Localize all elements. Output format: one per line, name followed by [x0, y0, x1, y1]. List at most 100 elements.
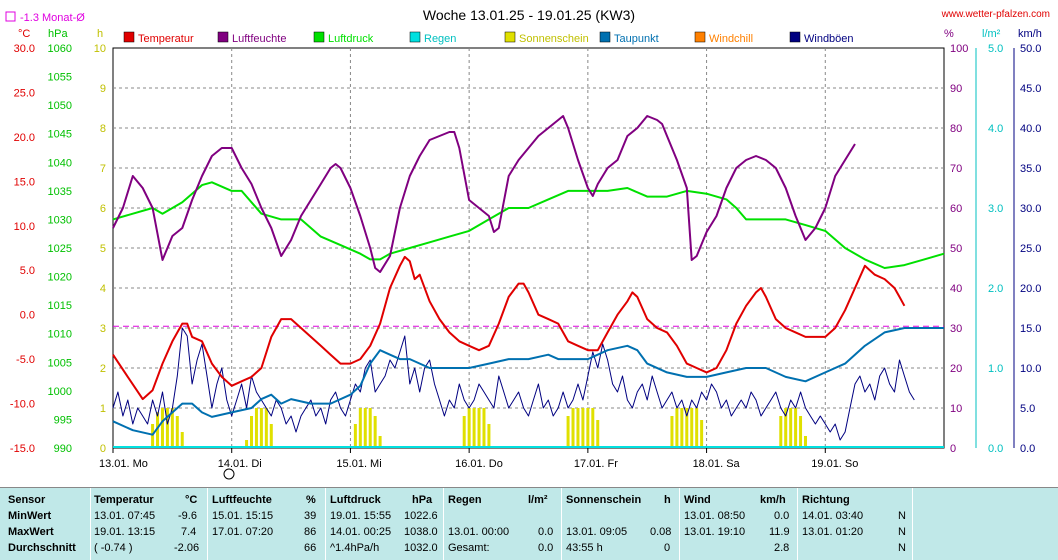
- sunshine-bar: [472, 408, 476, 448]
- stats-header-press-unit: hPa: [412, 494, 433, 506]
- x-axis-label: 13.01. Mo: [99, 458, 148, 470]
- axis-tick-label-wind: 25.0: [1020, 243, 1041, 255]
- axis-tick-label-sunshine: 4: [100, 283, 106, 295]
- legend-label: Luftfeuchte: [232, 33, 286, 45]
- axis-tick-label-pressure: 1035: [48, 186, 72, 198]
- series-line-luftfeuchte: [112, 115, 856, 273]
- legend-label: Luftdruck: [328, 33, 374, 45]
- axis-tick-label-sunshine: 3: [100, 323, 106, 335]
- legend-label: Windböen: [804, 33, 854, 45]
- x-axis-label: 16.01. Do: [455, 458, 503, 470]
- sunshine-bar: [254, 408, 258, 448]
- axis-tick-label-wind: 45.0: [1020, 83, 1041, 95]
- series-lines: [112, 115, 945, 448]
- stats-max-wind-time: 13.01. 19:10: [684, 526, 746, 538]
- sunshine-bar: [358, 408, 362, 448]
- axis-tick-label-rain: 4.0: [988, 123, 1003, 135]
- x-axis-label: 18.01. Sa: [693, 458, 741, 470]
- sunshine-bar: [670, 416, 674, 448]
- stats-min-hum-val: 39: [304, 510, 317, 522]
- stats-header-wind-unit: km/h: [760, 494, 786, 506]
- axis-tick-label-wind: 50.0: [1020, 43, 1041, 55]
- axis-tick-label-wind: 0.0: [1020, 443, 1035, 455]
- axis-tick-label-pressure: 990: [54, 443, 72, 455]
- time-cursor-icon: [223, 468, 235, 480]
- axis-tick-label-wind: 20.0: [1020, 283, 1041, 295]
- stats-header-press: Luftdruck: [330, 494, 381, 506]
- stats-header-rain-unit: l/m²: [528, 494, 548, 506]
- sunshine-bar: [245, 440, 249, 448]
- stats-max-rain-time: 13.01. 00:00: [448, 526, 510, 538]
- axis-tick-label-temperature: -15.0: [10, 443, 35, 455]
- stats-avg-rain-time: Gesamt:: [448, 542, 490, 554]
- axis-tick-label-temperature: 10.0: [14, 221, 35, 233]
- sunshine-bar: [264, 408, 268, 448]
- sunshine-bar: [353, 424, 357, 448]
- stats-max-sun-val: 0.08: [650, 526, 672, 538]
- sunshine-bar: [482, 408, 486, 448]
- sunshine-bar: [576, 408, 580, 448]
- sunshine-bar: [487, 424, 491, 448]
- axis-tick-label-humidity: 10: [950, 403, 962, 415]
- sunshine-bar: [700, 420, 704, 448]
- axis-tick-label-wind: 15.0: [1020, 323, 1041, 335]
- stats-min-temp-val: -9.6: [178, 510, 197, 522]
- axis-tick-label-temperature: 25.0: [14, 87, 35, 99]
- axis-tick-label-pressure: 1020: [48, 272, 72, 284]
- axis-tick-label-humidity: 40: [950, 283, 962, 295]
- sunshine-bar: [373, 416, 377, 448]
- unit-hpa: hPa: [48, 28, 68, 40]
- sunshine-bar: [250, 416, 253, 448]
- monthly-avg-label: -1.3 Monat-Ø: [20, 12, 85, 24]
- axis-tick-label-sunshine: 9: [100, 83, 106, 95]
- chart-title: Woche 13.01.25 - 19.01.25 (KW3): [423, 7, 635, 23]
- axis-tick-label-sunshine: 2: [100, 363, 106, 375]
- stats-max-wind-val: 11.9: [769, 526, 790, 538]
- axis-tick-label-wind: 40.0: [1020, 123, 1041, 135]
- sunshine-bar: [789, 408, 793, 448]
- stats-min-dir-val: N: [898, 510, 906, 522]
- axis-tick-label-pressure: 1010: [48, 329, 72, 341]
- series-line-luftdruck: [112, 181, 945, 269]
- stats-min-dir-time: 14.01. 03:40: [802, 510, 864, 522]
- axis-tick-label-wind: 5.0: [1020, 403, 1035, 415]
- axis-tick-label-rain: 1.0: [988, 363, 1003, 375]
- legend-label: Windchill: [709, 33, 753, 45]
- axis-tick-label-humidity: 60: [950, 203, 962, 215]
- sunshine-bar: [175, 416, 179, 448]
- stats-header-hum: Luftfeuchte: [212, 494, 272, 506]
- axis-tick-label-temperature: -10.0: [10, 399, 35, 411]
- sunshine-bar: [571, 408, 575, 448]
- sunshine-bar: [259, 408, 263, 448]
- axis-tick-label-pressure: 1005: [48, 357, 72, 369]
- axis-tick-label-wind: 35.0: [1020, 163, 1041, 175]
- axis-tick-label-pressure: 1045: [48, 129, 72, 141]
- axis-tick-label-temperature: -5.0: [16, 354, 35, 366]
- weather-chart: 30.025.020.015.010.05.00.0-5.0-10.0-15.0…: [5, 7, 1050, 480]
- series-line-windböen: [112, 327, 915, 441]
- axis-tick-label-sunshine: 6: [100, 203, 106, 215]
- axis-tick-label-temperature: 15.0: [14, 176, 35, 188]
- stats-avg-temp-time: ( -0.74 ): [94, 542, 133, 554]
- sunshine-bar: [156, 412, 160, 448]
- axis-tick-label-pressure: 1040: [48, 157, 72, 169]
- stats-max-temp-time: 19.01. 13:15: [94, 526, 156, 538]
- sunshine-bar: [378, 436, 382, 448]
- axis-tick-label-pressure: 1060: [48, 43, 72, 55]
- sunshine-bar: [151, 424, 155, 448]
- stats-header-temp: Temperatur: [94, 494, 154, 506]
- sunshine-bar: [160, 408, 164, 448]
- axis-tick-label-temperature: 5.0: [20, 265, 35, 277]
- stats-header-rain: Regen: [448, 494, 482, 506]
- sunshine-bar: [581, 408, 585, 448]
- axis-tick-label-rain: 2.0: [988, 283, 1003, 295]
- axes: 30.025.020.015.010.05.00.0-5.0-10.0-15.0…: [10, 43, 1042, 470]
- stats-avg-dir-val: N: [898, 542, 906, 554]
- sunshine-bar: [165, 408, 169, 448]
- axis-tick-label-humidity: 100: [950, 43, 968, 55]
- unit-kmh: km/h: [1018, 28, 1042, 40]
- x-axis-label: 14.01. Di: [218, 458, 262, 470]
- stats-avg-hum-val: 66: [304, 542, 317, 554]
- axis-tick-label-pressure: 1015: [48, 300, 72, 312]
- sunshine-bar: [467, 408, 471, 448]
